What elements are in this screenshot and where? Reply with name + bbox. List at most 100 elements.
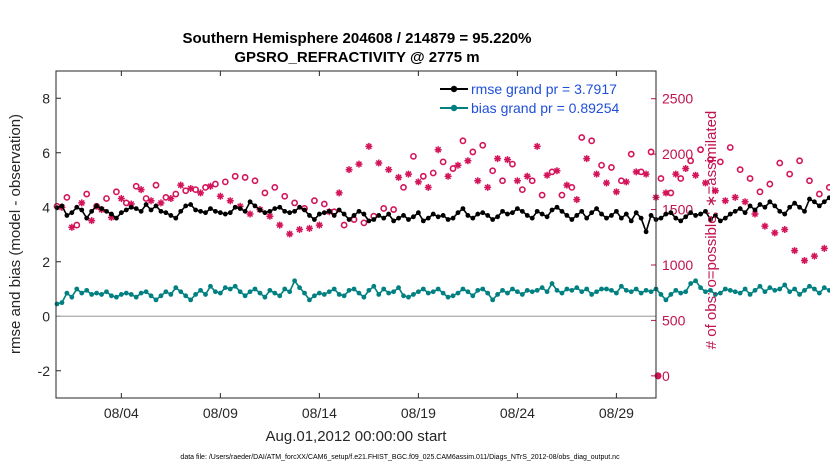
rmse-point: [64, 213, 70, 218]
bias-point: [331, 286, 337, 292]
rmse-point: [242, 208, 248, 214]
bias-point: [173, 285, 179, 291]
obs-possible-point: [687, 157, 695, 165]
obs-assimilated-point: [226, 197, 234, 205]
obs-assimilated-point: [424, 183, 432, 191]
rmse-point: [183, 203, 189, 209]
rmse-point: [698, 211, 703, 217]
obs-possible-point: [459, 137, 467, 145]
rmse-point: [658, 215, 664, 221]
rmse-point: [579, 208, 585, 214]
rmse-point: [445, 217, 451, 222]
bias-point: [732, 289, 738, 295]
rmse-point: [490, 217, 496, 222]
obs-assimilated-point: [266, 212, 274, 220]
bias-point: [401, 293, 406, 299]
bias-point: [658, 292, 664, 297]
bias-point: [797, 292, 802, 297]
obs-assimilated-point: [494, 155, 502, 163]
bias-point: [762, 289, 768, 295]
rmse-point: [381, 215, 387, 221]
rmse-point: [505, 211, 510, 217]
obs-possible-point: [806, 177, 813, 185]
rmse-point: [193, 207, 199, 213]
bias-point: [812, 286, 817, 292]
bias-point: [628, 289, 634, 295]
bias-point: [574, 285, 580, 291]
obs-possible-point: [261, 189, 269, 197]
bias-point: [247, 289, 253, 295]
obs-assimilated-point: [801, 257, 809, 265]
obs-possible-point: [400, 183, 407, 191]
rmse-point: [628, 218, 634, 224]
obs-possible-point: [281, 192, 289, 200]
rmse-point: [554, 204, 560, 210]
bias-line: [56, 279, 830, 305]
bias-point: [609, 287, 614, 293]
bias-point: [802, 287, 807, 293]
rmse-point: [69, 210, 75, 216]
bias-point: [193, 292, 199, 297]
bias-point: [450, 293, 456, 299]
bias-point: [307, 297, 312, 303]
rmse-point: [133, 206, 139, 212]
rmse-point: [217, 210, 223, 216]
obs-possible-point: [647, 148, 655, 156]
rmse-point: [742, 210, 748, 216]
rmse-point: [792, 200, 798, 206]
bias-point: [292, 278, 298, 284]
bias-point: [341, 293, 347, 299]
bias-point: [767, 285, 773, 291]
obs-assimilated-point: [523, 172, 531, 180]
right-tick-label: 0: [662, 368, 670, 384]
rmse-point: [138, 208, 144, 214]
rmse-point: [307, 213, 312, 218]
bias-point: [618, 283, 624, 289]
x-tick-label: 08/24: [500, 405, 535, 421]
obs-possible-point: [479, 141, 487, 149]
rmse-point: [89, 208, 95, 214]
bias-point: [747, 292, 753, 297]
rmse-point: [366, 218, 372, 224]
bias-point: [604, 286, 609, 292]
bias-point: [559, 290, 565, 296]
series-rmse: [54, 195, 830, 235]
bias-point: [480, 286, 486, 292]
obs-assimilated-point: [137, 186, 145, 194]
bias-point: [227, 286, 233, 292]
bias-point: [475, 287, 481, 293]
bias-point: [787, 289, 793, 295]
rmse-point: [401, 213, 406, 218]
rmse-point: [594, 206, 599, 212]
rmse-point: [203, 210, 208, 216]
obs-assimilated-point: [533, 142, 541, 150]
obs-possible-point: [192, 186, 200, 194]
rmse-point: [123, 207, 129, 213]
rmse-point: [386, 211, 392, 217]
obs-possible-point: [439, 158, 447, 166]
rmse-point: [440, 213, 446, 218]
rmse-point: [356, 208, 362, 214]
rmse-point: [79, 207, 85, 213]
rmse-point: [341, 211, 347, 217]
obs-possible-point: [419, 172, 427, 180]
legend-rmse-label: rmse grand pr = 3.7917: [471, 81, 617, 97]
rmse-point: [104, 208, 109, 214]
rmse-point: [485, 213, 491, 218]
obs-assimilated-point: [68, 223, 76, 231]
rmse-point: [732, 208, 738, 214]
bias-point: [599, 286, 604, 292]
legend-bias-marker: [450, 104, 458, 112]
rmse-point: [406, 217, 411, 222]
rmse-point: [222, 211, 228, 217]
bias-point: [777, 286, 783, 292]
bias-point: [158, 293, 164, 299]
bias-point: [79, 290, 85, 296]
obs-possible-point: [548, 168, 556, 176]
obs-possible-point: [746, 175, 754, 182]
right-tick-label: 500: [662, 312, 686, 328]
bias-point: [336, 292, 342, 297]
bias-point: [821, 285, 827, 291]
rmse-point: [292, 208, 298, 214]
obs-possible-point: [716, 158, 724, 166]
